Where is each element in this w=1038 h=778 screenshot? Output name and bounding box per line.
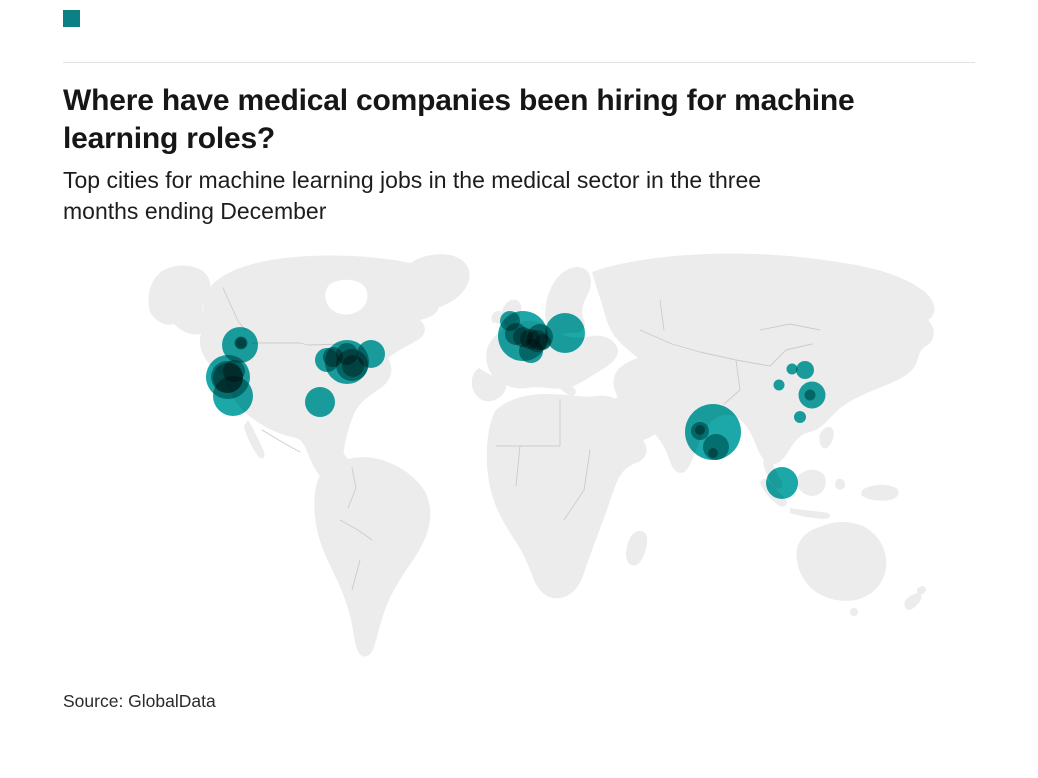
border-us-mexico	[261, 429, 301, 453]
new-zealand-south	[904, 593, 922, 610]
bubble-india	[708, 448, 718, 458]
borneo	[796, 469, 826, 496]
bubble-us-northeast	[357, 340, 385, 368]
continent-alaska	[148, 265, 211, 335]
iberia	[471, 368, 507, 402]
bubble-layer	[206, 311, 826, 499]
page-title-line-2: learning roles?	[63, 122, 276, 155]
source-attribution: Source: GlobalData	[63, 691, 216, 711]
philippines	[819, 426, 834, 449]
bubble-us-southeast	[305, 387, 335, 417]
borders-asia	[639, 299, 821, 405]
page-subtitle: Top cities for machine learning jobs in …	[63, 165, 943, 227]
japan	[834, 334, 867, 378]
java	[790, 508, 831, 519]
italy	[552, 370, 576, 396]
bubble-china	[804, 389, 816, 401]
bubble-china	[796, 361, 814, 379]
new-guinea	[861, 484, 899, 501]
border-us-canada	[251, 342, 345, 346]
bubble-china	[786, 363, 798, 375]
continent-north-america	[199, 255, 439, 506]
borders-africa	[495, 399, 591, 521]
borders-south-america	[339, 467, 373, 591]
continents	[148, 253, 935, 657]
page-subtitle-line-1: Top cities for machine learning jobs in …	[63, 167, 762, 193]
page-title: Where have medical companies been hiring…	[63, 82, 983, 158]
continent-africa	[486, 394, 647, 599]
greenland	[401, 254, 470, 309]
australia	[796, 521, 887, 601]
page-title-line-1: Where have medical companies been hiring…	[63, 84, 855, 117]
page-subtitle-line-2: months ending December	[63, 198, 327, 224]
bubble-us-west-california	[213, 376, 253, 416]
bubble-europe-central	[545, 313, 585, 353]
bubble-us-northeast	[342, 355, 364, 377]
new-zealand-north	[917, 586, 926, 595]
continent-asia	[592, 253, 935, 473]
country-borders	[222, 287, 821, 591]
madagascar	[626, 530, 648, 566]
tasmania	[850, 608, 858, 616]
bubble-india	[695, 425, 705, 435]
continent-south-america	[314, 457, 431, 657]
bubble-southeast-asia-singapore	[766, 467, 798, 499]
sulawesi	[835, 478, 846, 490]
header-divider	[63, 62, 975, 63]
bubble-china	[773, 379, 785, 391]
bubble-us-west-seattle	[235, 337, 247, 349]
brand-logo-square	[63, 10, 80, 27]
bubble-us-west-california	[223, 360, 245, 382]
baja-california	[244, 420, 265, 459]
hudson-bay	[325, 279, 368, 315]
bubble-china	[794, 411, 806, 423]
